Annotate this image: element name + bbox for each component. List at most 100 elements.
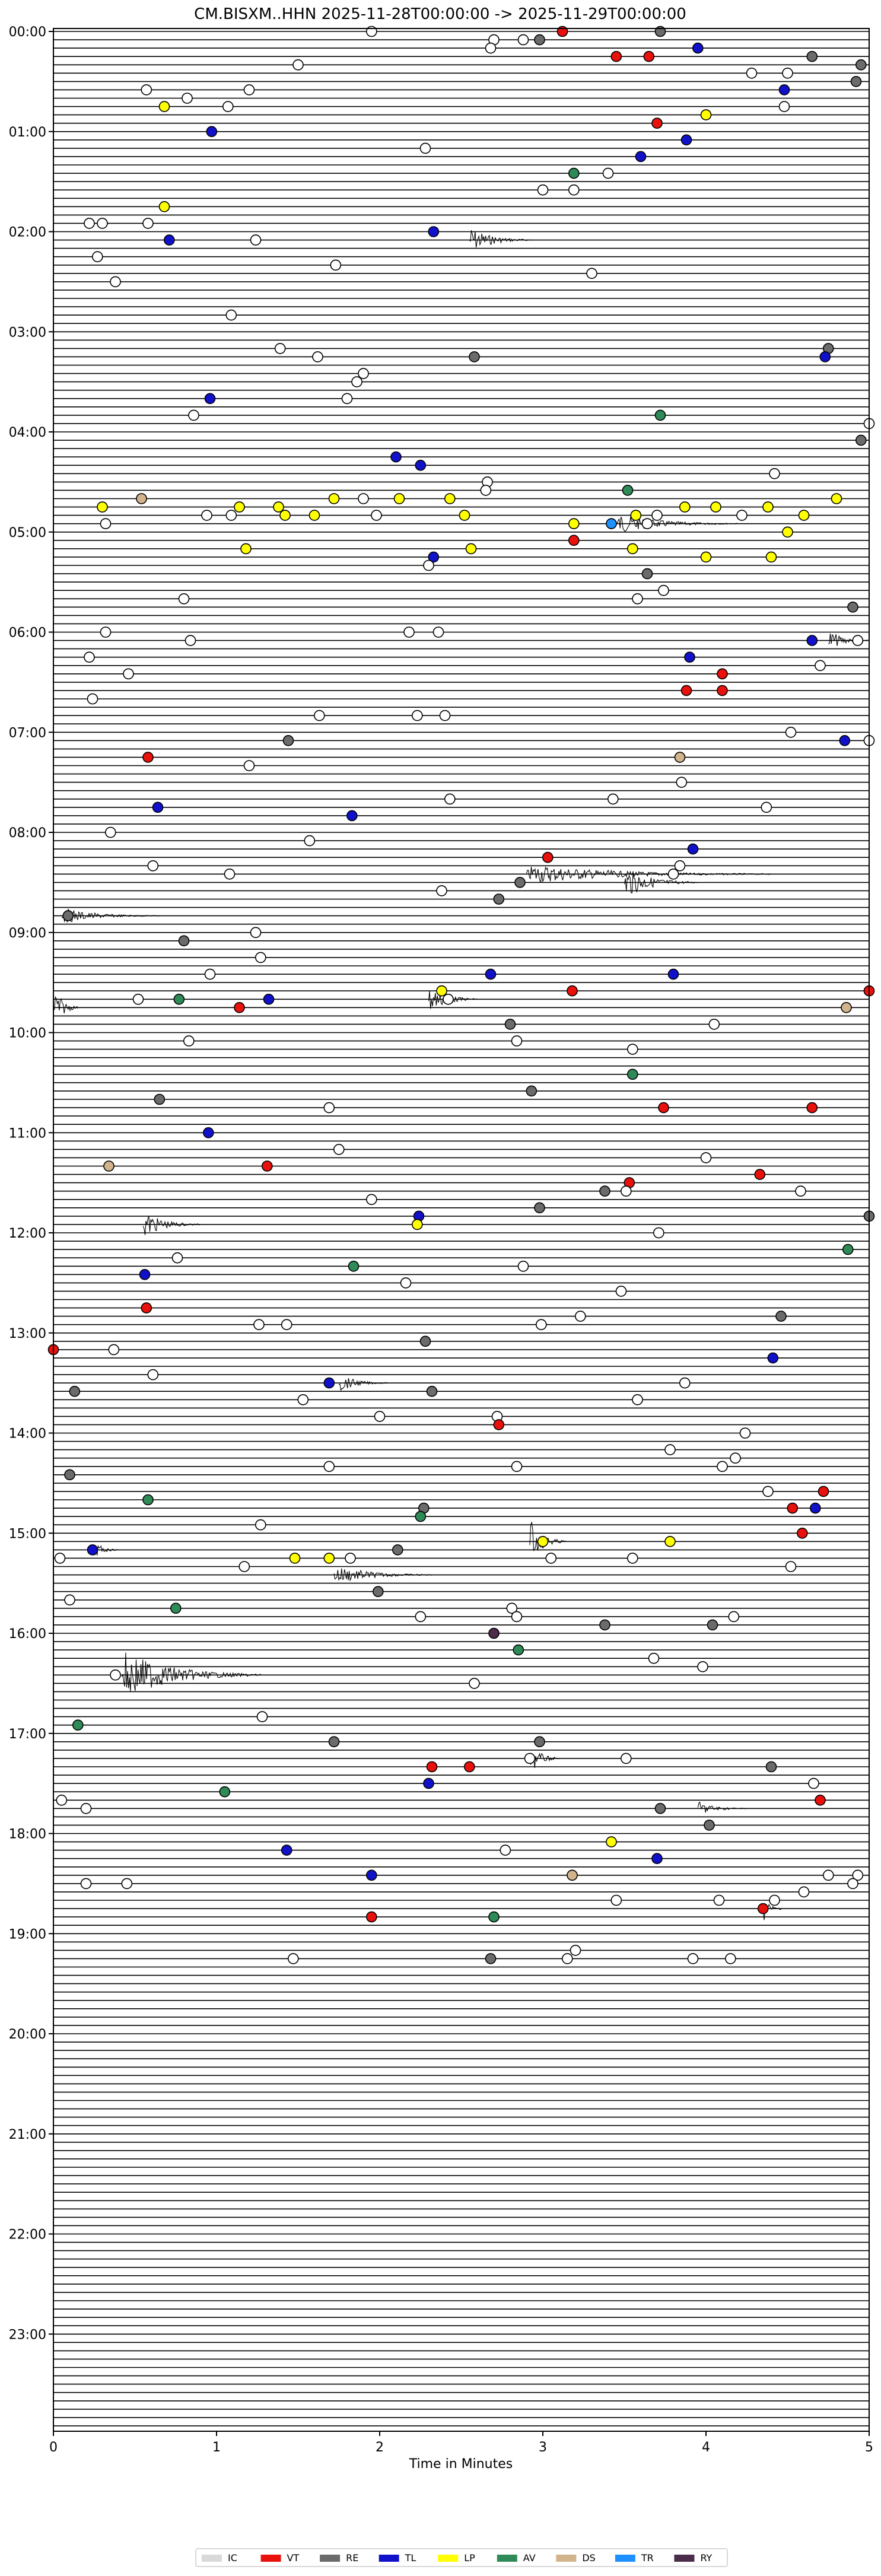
event-marker-tl	[204, 393, 216, 405]
event-marker-tl	[767, 1352, 779, 1364]
event-marker-tl	[87, 1544, 98, 1556]
y-tick-label: 05:00	[9, 526, 46, 540]
burst-waveform	[526, 866, 772, 883]
event-marker-ic	[621, 1753, 632, 1764]
event-marker-vt	[680, 685, 692, 697]
event-marker-lp	[606, 1836, 617, 1847]
legend-swatch	[497, 2555, 517, 2562]
event-marker-ic	[728, 1611, 740, 1623]
event-marker-tl	[692, 42, 704, 54]
burst-waveform	[469, 230, 532, 248]
event-marker-tl	[152, 802, 164, 813]
event-marker-ic	[653, 1227, 664, 1239]
y-tick-label: 01:00	[9, 125, 46, 140]
event-marker-ic	[182, 93, 193, 104]
event-marker-ic	[674, 860, 686, 872]
event-marker-ic	[627, 1553, 638, 1564]
x-tick-label: 2	[376, 2440, 384, 2455]
event-marker-ic	[439, 710, 451, 721]
burst-signals	[53, 230, 870, 1920]
event-marker-tl	[206, 126, 218, 138]
event-marker-ic	[469, 1678, 480, 1689]
event-marker-ic	[323, 1102, 335, 1114]
event-marker-ic	[621, 1185, 632, 1197]
event-marker-vt	[493, 1419, 505, 1430]
event-marker-ic	[687, 1953, 699, 1964]
burst-waveform	[529, 1521, 566, 1551]
event-marker-lp	[234, 501, 245, 513]
event-marker-ic	[436, 885, 447, 896]
event-marker-lp	[393, 493, 405, 504]
event-marker-lp	[568, 518, 580, 530]
event-marker-ic	[110, 1669, 121, 1681]
event-marker-ic	[188, 409, 199, 421]
event-marker-ic	[400, 1277, 412, 1289]
y-tick-label: 21:00	[9, 2127, 46, 2142]
event-marker-ic	[313, 710, 325, 721]
event-marker-ic	[105, 826, 116, 838]
legend-box	[195, 2548, 728, 2567]
event-marker-ic	[480, 485, 492, 496]
event-marker-ic	[432, 626, 444, 638]
event-marker-re	[599, 1185, 610, 1197]
event-marker-re	[64, 1469, 75, 1481]
legend-label: AV	[523, 2552, 536, 2564]
event-marker-vt	[568, 535, 580, 546]
event-marker-ic	[341, 393, 353, 405]
event-marker-ic	[419, 142, 431, 154]
event-marker-ry	[488, 1627, 500, 1639]
y-tick-label: 17:00	[9, 1727, 46, 1742]
event-marker-tl	[684, 651, 695, 663]
event-marker-ic	[651, 510, 663, 521]
event-marker-tl	[139, 1269, 151, 1280]
event-marker-tl	[635, 151, 647, 163]
y-tick-label: 14:00	[9, 1427, 46, 1442]
event-marker-re	[469, 351, 480, 362]
event-marker-re	[775, 1311, 787, 1322]
y-tick-label: 19:00	[9, 1927, 46, 1942]
event-marker-av	[513, 1644, 524, 1656]
event-marker-ic	[255, 1519, 266, 1531]
event-marker-ic	[281, 1319, 292, 1330]
event-marker-ic	[297, 1394, 309, 1405]
event-marker-ic	[535, 1319, 547, 1330]
event-marker-vt	[787, 1502, 799, 1514]
chart-title: CM.BISXM..HHN 2025-11-28T00:00:00 -> 202…	[194, 5, 686, 23]
event-marker-ic	[201, 510, 212, 521]
event-marker-vt	[234, 1002, 245, 1013]
event-marker-ic	[785, 1561, 797, 1572]
event-marker-lp	[762, 501, 774, 513]
legend-swatch	[674, 2555, 695, 2562]
event-marker-ic	[238, 1561, 250, 1572]
event-marker-re	[154, 1093, 166, 1105]
event-marker-ic	[250, 927, 262, 939]
event-marker-ic	[64, 1594, 75, 1606]
x-axis: 0 1 2 3 4 5	[49, 2431, 873, 2455]
event-marker-ic	[141, 84, 152, 96]
event-marker-lp	[700, 551, 712, 563]
event-marker-ic	[132, 994, 144, 1005]
event-marker-ic	[330, 259, 342, 271]
event-marker-ic	[485, 42, 497, 54]
event-marker-ic	[524, 1753, 536, 1764]
y-tick-label: 20:00	[9, 2027, 46, 2042]
event-marker-ic	[615, 1286, 627, 1297]
event-marker-lp	[782, 526, 793, 538]
event-marker-vt	[643, 50, 655, 62]
event-marker-ic	[511, 1461, 523, 1473]
event-marker-vt	[610, 50, 622, 62]
event-marker-re	[282, 735, 294, 746]
event-marker-re	[850, 76, 862, 87]
event-marker-ic	[717, 1461, 728, 1473]
event-marker-tl	[687, 843, 699, 855]
event-marker-lp	[679, 501, 691, 513]
burst-waveform	[94, 1544, 119, 1556]
event-marker-re	[69, 1385, 81, 1397]
event-marker-ic	[798, 1886, 810, 1898]
event-marker-re	[704, 1820, 715, 1831]
event-marker-av	[72, 1719, 84, 1731]
burst-waveform	[616, 516, 739, 532]
event-marker-ic	[444, 793, 456, 805]
event-marker-vt	[754, 1169, 766, 1180]
event-marker-lp	[700, 109, 712, 120]
